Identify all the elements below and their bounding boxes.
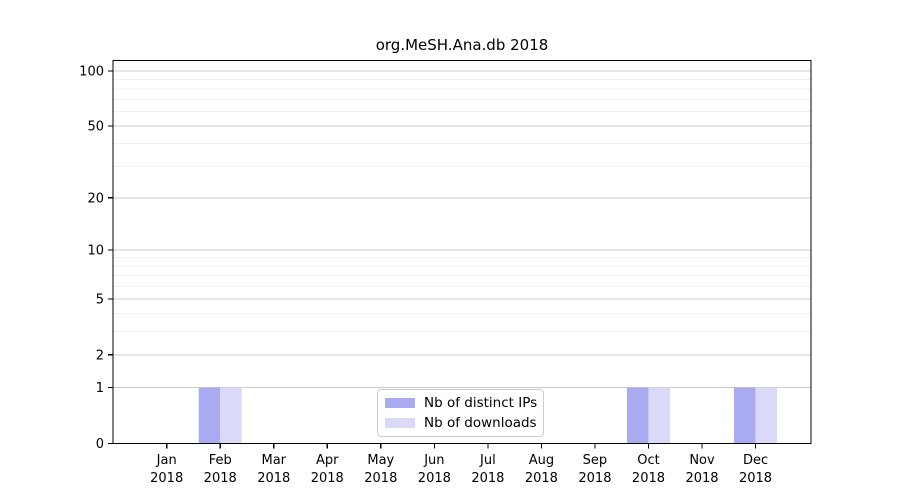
x-tick-label-month: Sep: [583, 453, 608, 468]
x-tick-label-month: Aug: [529, 453, 554, 468]
x-tick-label-year: 2018: [150, 471, 183, 486]
y-tick-label: 2: [96, 348, 104, 363]
x-tick-label-year: 2018: [739, 471, 772, 486]
x-tick-label-year: 2018: [257, 471, 290, 486]
y-tick-label: 0: [96, 437, 104, 452]
legend: Nb of distinct IPs Nb of downloads: [377, 389, 544, 437]
bar-downloads-feb: [220, 387, 242, 444]
legend-item-distinct-ips: Nb of distinct IPs: [385, 395, 537, 411]
legend-swatch-downloads: [385, 418, 415, 428]
x-tick-label-month: Jul: [479, 453, 496, 468]
y-tick-label: 20: [87, 191, 104, 206]
y-tick-label: 100: [79, 64, 104, 79]
x-tick-label-year: 2018: [418, 471, 451, 486]
x-tick-label-month: Jan: [156, 453, 177, 468]
x-tick-label-month: Feb: [209, 453, 232, 468]
y-tick-label: 50: [87, 120, 104, 135]
bar-downloads-dec: [755, 387, 778, 444]
bar-distinct-ips-dec: [734, 387, 756, 444]
chart-title: org.MeSH.Ana.db 2018: [375, 36, 549, 54]
x-tick-label-month: May: [367, 453, 394, 468]
x-tick-label-year: 2018: [525, 471, 558, 486]
bar-downloads-oct: [648, 387, 670, 444]
bar-distinct-ips-feb: [198, 387, 221, 444]
legend-swatch-distinct-ips: [385, 398, 415, 408]
x-tick-label-year: 2018: [311, 471, 344, 486]
x-tick-label-year: 2018: [471, 471, 504, 486]
x-tick-label-year: 2018: [632, 471, 665, 486]
legend-item-downloads: Nb of downloads: [385, 415, 537, 431]
x-tick-label-year: 2018: [578, 471, 611, 486]
x-tick-label-year: 2018: [204, 471, 237, 486]
x-tick-label-year: 2018: [685, 471, 718, 486]
x-tick-label-month: Nov: [689, 453, 715, 468]
x-tick-label-month: Apr: [316, 453, 339, 468]
x-tick-label-month: Jun: [423, 453, 444, 468]
legend-label-downloads: Nb of downloads: [424, 415, 537, 431]
bar-distinct-ips-oct: [626, 387, 649, 444]
x-tick-label-month: Oct: [637, 453, 659, 468]
plot-border: [112, 59, 812, 445]
y-tick-label: 10: [87, 243, 104, 258]
y-tick-label: 1: [96, 381, 104, 396]
x-tick-label-month: Mar: [261, 453, 286, 468]
x-tick-label-year: 2018: [364, 471, 397, 486]
x-tick-label-month: Dec: [743, 453, 768, 468]
y-tick-label: 5: [96, 292, 104, 307]
legend-label-distinct-ips: Nb of distinct IPs: [424, 395, 538, 411]
